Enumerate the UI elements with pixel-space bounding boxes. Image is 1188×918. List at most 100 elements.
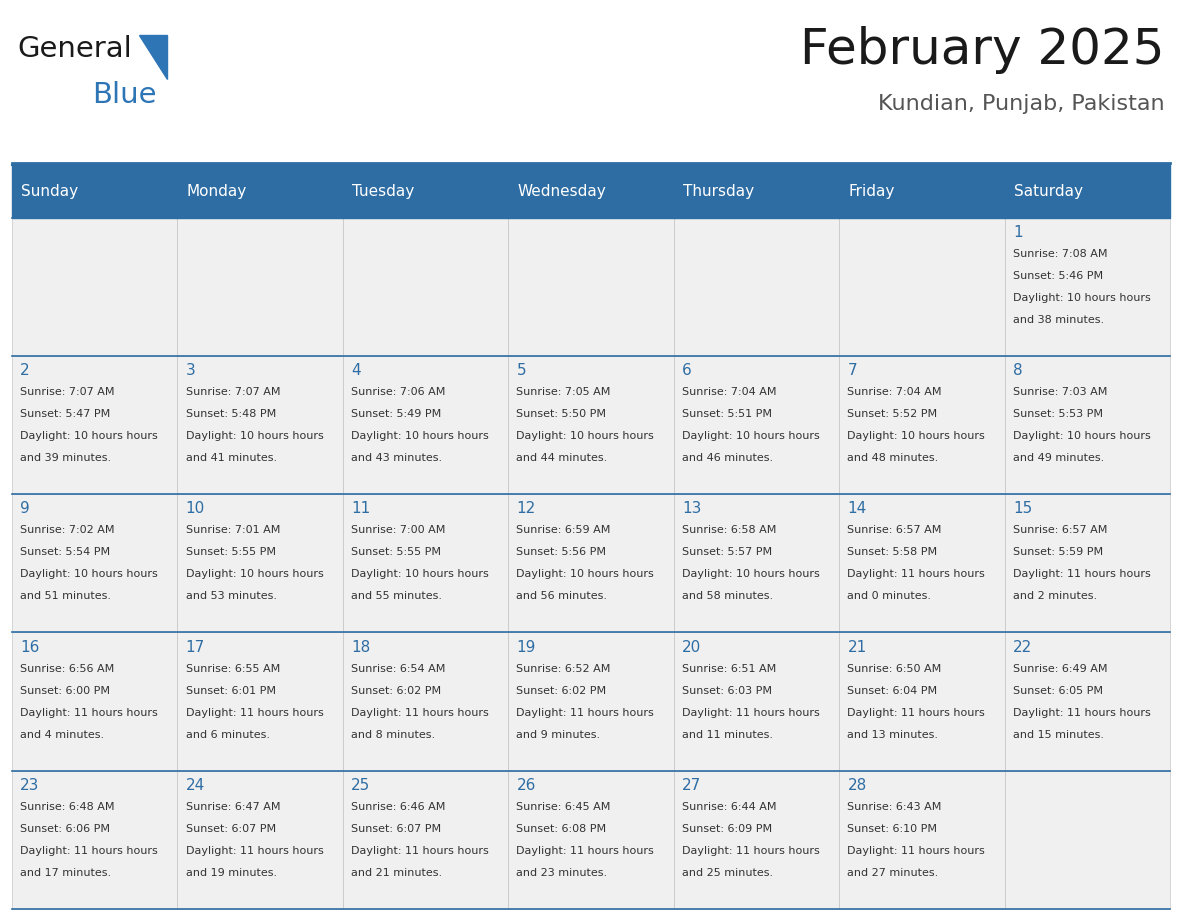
FancyBboxPatch shape — [674, 356, 839, 494]
FancyBboxPatch shape — [674, 494, 839, 633]
Text: Daylight: 11 hours hours: Daylight: 11 hours hours — [1013, 708, 1151, 718]
FancyBboxPatch shape — [177, 218, 343, 356]
FancyBboxPatch shape — [508, 494, 674, 633]
Text: and 2 minutes.: and 2 minutes. — [1013, 591, 1097, 601]
Text: Daylight: 10 hours hours: Daylight: 10 hours hours — [517, 431, 655, 441]
Text: 25: 25 — [350, 778, 371, 793]
Text: 24: 24 — [185, 778, 204, 793]
Text: 20: 20 — [682, 640, 701, 655]
Text: and 9 minutes.: and 9 minutes. — [517, 730, 601, 740]
Text: Sunrise: 7:05 AM: Sunrise: 7:05 AM — [517, 387, 611, 397]
Text: Daylight: 11 hours hours: Daylight: 11 hours hours — [185, 708, 323, 718]
FancyBboxPatch shape — [839, 165, 1005, 218]
Text: Daylight: 11 hours hours: Daylight: 11 hours hours — [517, 708, 655, 718]
Text: and 41 minutes.: and 41 minutes. — [185, 453, 277, 463]
Text: and 8 minutes.: and 8 minutes. — [350, 730, 435, 740]
Text: Sunrise: 6:54 AM: Sunrise: 6:54 AM — [350, 664, 446, 674]
Text: 1: 1 — [1013, 225, 1023, 240]
Text: Sunrise: 6:57 AM: Sunrise: 6:57 AM — [1013, 525, 1107, 535]
Text: 7: 7 — [847, 364, 857, 378]
Text: and 25 minutes.: and 25 minutes. — [682, 868, 773, 878]
Text: Sunset: 5:56 PM: Sunset: 5:56 PM — [517, 547, 607, 557]
Text: Monday: Monday — [187, 184, 247, 199]
Text: and 13 minutes.: and 13 minutes. — [847, 730, 939, 740]
Text: Sunset: 6:03 PM: Sunset: 6:03 PM — [682, 686, 772, 696]
Text: Sunset: 6:06 PM: Sunset: 6:06 PM — [20, 823, 110, 834]
Text: Daylight: 11 hours hours: Daylight: 11 hours hours — [682, 708, 820, 718]
Text: and 0 minutes.: and 0 minutes. — [847, 591, 931, 601]
Text: Sunrise: 7:04 AM: Sunrise: 7:04 AM — [682, 387, 777, 397]
Text: and 58 minutes.: and 58 minutes. — [682, 591, 773, 601]
Text: 15: 15 — [1013, 501, 1032, 517]
Text: and 49 minutes.: and 49 minutes. — [1013, 453, 1104, 463]
Text: Daylight: 11 hours hours: Daylight: 11 hours hours — [350, 845, 488, 856]
Text: Sunset: 5:47 PM: Sunset: 5:47 PM — [20, 409, 110, 419]
FancyBboxPatch shape — [1005, 770, 1170, 909]
Text: and 4 minutes.: and 4 minutes. — [20, 730, 105, 740]
FancyBboxPatch shape — [674, 770, 839, 909]
Text: Sunset: 6:07 PM: Sunset: 6:07 PM — [185, 823, 276, 834]
Text: Sunrise: 7:03 AM: Sunrise: 7:03 AM — [1013, 387, 1107, 397]
FancyBboxPatch shape — [12, 356, 177, 494]
Text: Sunset: 6:02 PM: Sunset: 6:02 PM — [350, 686, 441, 696]
Text: Sunrise: 6:49 AM: Sunrise: 6:49 AM — [1013, 664, 1107, 674]
Text: Sunrise: 7:04 AM: Sunrise: 7:04 AM — [847, 387, 942, 397]
Text: Saturday: Saturday — [1015, 184, 1083, 199]
Text: 12: 12 — [517, 501, 536, 517]
FancyBboxPatch shape — [839, 218, 1005, 356]
Text: and 21 minutes.: and 21 minutes. — [350, 868, 442, 878]
Text: Sunday: Sunday — [21, 184, 78, 199]
Text: Daylight: 10 hours hours: Daylight: 10 hours hours — [682, 431, 820, 441]
Text: General: General — [18, 35, 133, 63]
Text: and 43 minutes.: and 43 minutes. — [350, 453, 442, 463]
FancyBboxPatch shape — [674, 633, 839, 770]
Text: Tuesday: Tuesday — [352, 184, 415, 199]
Text: Sunset: 5:52 PM: Sunset: 5:52 PM — [847, 409, 937, 419]
Text: and 44 minutes.: and 44 minutes. — [517, 453, 608, 463]
Text: 19: 19 — [517, 640, 536, 655]
Text: Sunset: 6:00 PM: Sunset: 6:00 PM — [20, 686, 110, 696]
Text: Daylight: 11 hours hours: Daylight: 11 hours hours — [20, 845, 158, 856]
Text: Daylight: 11 hours hours: Daylight: 11 hours hours — [847, 708, 985, 718]
Text: and 55 minutes.: and 55 minutes. — [350, 591, 442, 601]
Text: 8: 8 — [1013, 364, 1023, 378]
Text: Sunrise: 6:44 AM: Sunrise: 6:44 AM — [682, 801, 777, 812]
FancyBboxPatch shape — [343, 494, 508, 633]
Text: and 17 minutes.: and 17 minutes. — [20, 868, 112, 878]
FancyBboxPatch shape — [839, 633, 1005, 770]
Text: Sunrise: 7:00 AM: Sunrise: 7:00 AM — [350, 525, 446, 535]
Text: 22: 22 — [1013, 640, 1032, 655]
Text: 14: 14 — [847, 501, 867, 517]
Text: Wednesday: Wednesday — [518, 184, 606, 199]
Text: Sunrise: 6:55 AM: Sunrise: 6:55 AM — [185, 664, 280, 674]
FancyBboxPatch shape — [1005, 165, 1170, 218]
Text: Daylight: 11 hours hours: Daylight: 11 hours hours — [517, 845, 655, 856]
Text: Sunset: 5:50 PM: Sunset: 5:50 PM — [517, 409, 607, 419]
FancyBboxPatch shape — [177, 165, 343, 218]
FancyBboxPatch shape — [1005, 633, 1170, 770]
FancyBboxPatch shape — [12, 494, 177, 633]
Text: and 6 minutes.: and 6 minutes. — [185, 730, 270, 740]
Text: Sunrise: 6:46 AM: Sunrise: 6:46 AM — [350, 801, 446, 812]
Text: Sunset: 5:59 PM: Sunset: 5:59 PM — [1013, 547, 1102, 557]
Text: Sunset: 6:07 PM: Sunset: 6:07 PM — [350, 823, 441, 834]
Text: 5: 5 — [517, 364, 526, 378]
FancyBboxPatch shape — [12, 165, 177, 218]
Text: Sunrise: 6:59 AM: Sunrise: 6:59 AM — [517, 525, 611, 535]
FancyBboxPatch shape — [508, 356, 674, 494]
Text: 16: 16 — [20, 640, 39, 655]
Text: Sunset: 6:05 PM: Sunset: 6:05 PM — [1013, 686, 1102, 696]
FancyBboxPatch shape — [508, 218, 674, 356]
Text: Sunset: 5:51 PM: Sunset: 5:51 PM — [682, 409, 772, 419]
Text: and 46 minutes.: and 46 minutes. — [682, 453, 773, 463]
Text: February 2025: February 2025 — [800, 26, 1164, 73]
Text: 9: 9 — [20, 501, 30, 517]
Text: Daylight: 11 hours hours: Daylight: 11 hours hours — [682, 845, 820, 856]
Text: Kundian, Punjab, Pakistan: Kundian, Punjab, Pakistan — [878, 94, 1164, 114]
Text: 2: 2 — [20, 364, 30, 378]
Text: Sunrise: 6:45 AM: Sunrise: 6:45 AM — [517, 801, 611, 812]
Text: Friday: Friday — [848, 184, 895, 199]
FancyBboxPatch shape — [343, 770, 508, 909]
Text: Sunset: 5:57 PM: Sunset: 5:57 PM — [682, 547, 772, 557]
FancyBboxPatch shape — [343, 633, 508, 770]
